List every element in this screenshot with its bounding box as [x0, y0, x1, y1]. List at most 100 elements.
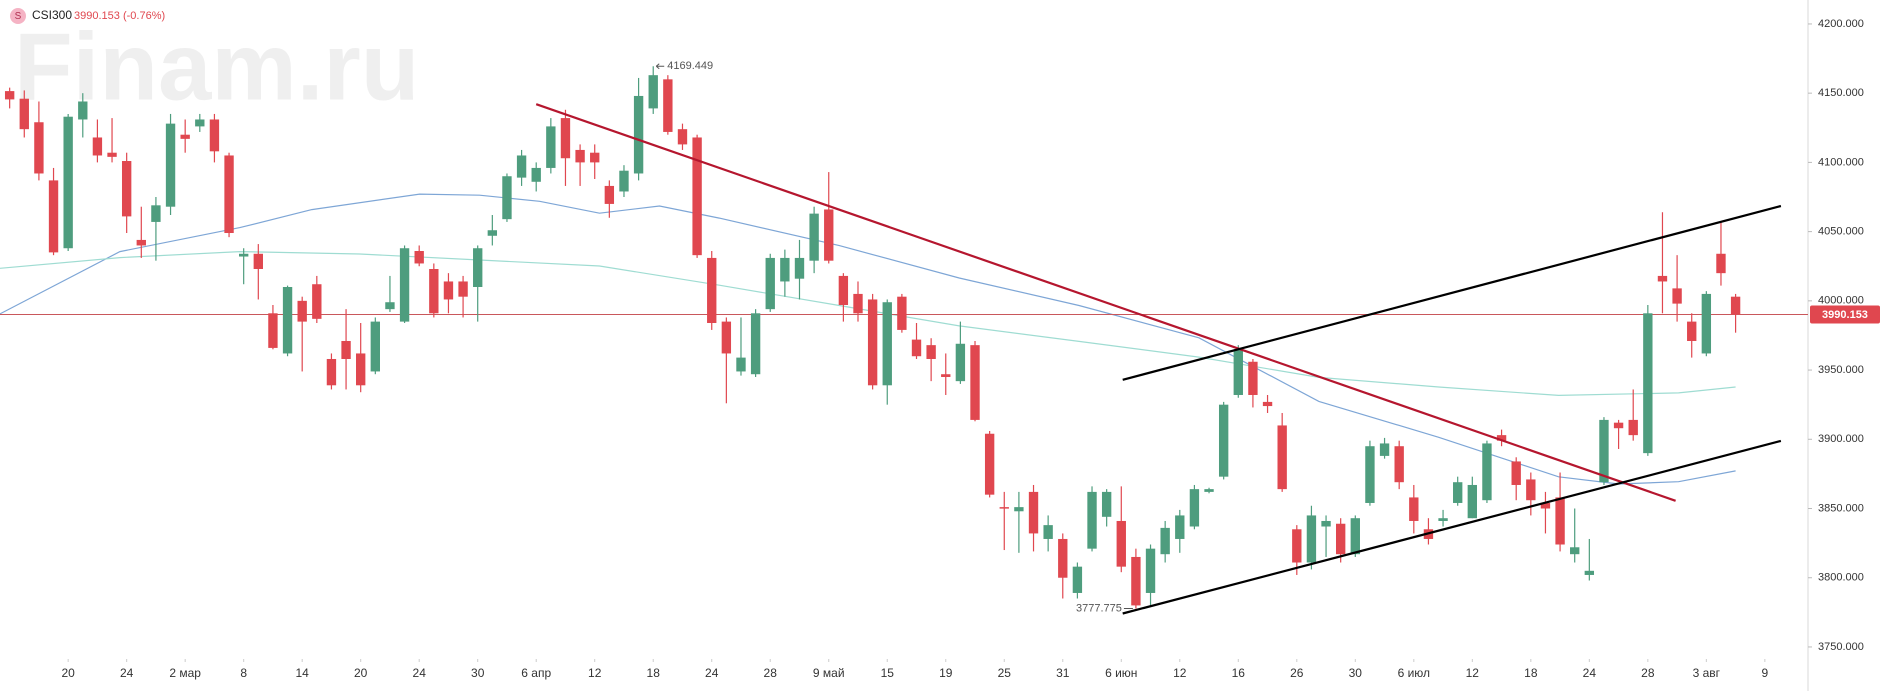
- moving-average: [0, 250, 1736, 397]
- price-box: [1810, 305, 1880, 324]
- candle-body: [794, 257, 805, 279]
- candle-body: [867, 299, 878, 386]
- candle-body: [1262, 401, 1273, 407]
- candle-body: [1628, 419, 1638, 436]
- trend-line: [1122, 204, 1782, 381]
- candle-body: [121, 161, 132, 217]
- candle-body: [1657, 275, 1668, 282]
- ticker-badge: [10, 8, 26, 24]
- candle-body: [707, 257, 717, 323]
- candle-body: [1292, 529, 1302, 563]
- candle-body: [984, 433, 995, 495]
- candle-body: [487, 230, 498, 236]
- candle-body: [180, 134, 190, 139]
- candle-body: [92, 137, 103, 156]
- x-tick-label: 15: [881, 666, 895, 680]
- x-tick-label: 26: [1290, 666, 1304, 680]
- candle-body: [1409, 497, 1419, 521]
- candle-body: [750, 313, 761, 375]
- candle-body: [312, 284, 322, 319]
- candle-body: [824, 209, 834, 261]
- candle-body: [1555, 497, 1565, 545]
- x-tick-label: 24: [413, 666, 427, 680]
- candle-body: [1496, 435, 1507, 441]
- candle-body: [1467, 484, 1477, 519]
- candle-body: [1701, 293, 1712, 354]
- candle-body: [560, 118, 571, 159]
- candle-body: [1101, 491, 1112, 517]
- candle-body: [151, 205, 161, 222]
- candle-body: [516, 155, 527, 178]
- candle-body: [253, 253, 263, 269]
- candle-body: [1687, 321, 1697, 341]
- candle-body: [4, 91, 15, 100]
- y-tick-label: 4100.000: [1818, 156, 1864, 168]
- x-tick-label: 6 июн: [1105, 666, 1137, 680]
- candle-body: [1365, 446, 1375, 503]
- candle-body: [502, 176, 512, 220]
- candle-body: [531, 167, 541, 182]
- candle-body: [473, 248, 483, 287]
- candle-body: [765, 257, 775, 310]
- candle-body: [1248, 361, 1258, 395]
- candle-body: [897, 296, 907, 330]
- candle-body: [1087, 491, 1097, 549]
- candle-body: [399, 248, 410, 322]
- candle-body: [297, 300, 307, 322]
- candle-body: [970, 345, 980, 420]
- low-annotation: 3777.775: [1076, 602, 1122, 614]
- high-arrow: [655, 63, 665, 70]
- trend-line: [1122, 439, 1782, 615]
- candle-body: [1613, 422, 1624, 429]
- candle-body: [1145, 548, 1156, 593]
- candle-body: [853, 293, 863, 314]
- y-tick-label: 3850.000: [1818, 502, 1864, 514]
- candle-body: [633, 95, 644, 174]
- candle-body: [1438, 518, 1448, 521]
- candle-body: [238, 253, 249, 257]
- candle-body: [1116, 520, 1126, 567]
- x-tick-label: 3 авг: [1693, 666, 1721, 680]
- x-tick-label: 20: [61, 666, 75, 680]
- candle-body: [165, 123, 176, 207]
- candle-body: [1584, 570, 1595, 575]
- x-tick-label: 24: [705, 666, 719, 680]
- candle-body: [926, 345, 936, 359]
- x-tick-label: 18: [647, 666, 661, 680]
- x-tick-label: 31: [1056, 666, 1070, 680]
- candle-body: [19, 98, 29, 130]
- candle-body: [809, 213, 819, 261]
- last-price: 3990.153: [74, 10, 120, 22]
- candle-body: [546, 126, 556, 168]
- candle-body: [1643, 313, 1653, 454]
- candle-body: [78, 101, 88, 120]
- candle-body: [1218, 404, 1229, 477]
- x-tick-label: 28: [764, 666, 778, 680]
- y-tick-label: 3750.000: [1818, 641, 1864, 653]
- candle-body: [209, 119, 220, 152]
- candle-body: [195, 119, 205, 127]
- candle-body: [619, 170, 629, 192]
- candle-body: [414, 251, 424, 264]
- candle-body: [1058, 538, 1068, 578]
- y-tick-label: 3800.000: [1818, 572, 1864, 584]
- candle-body: [1379, 443, 1390, 456]
- price-box-label: 3990.153: [1822, 309, 1868, 321]
- candle-body: [780, 257, 790, 282]
- x-tick-label: 18: [1524, 666, 1538, 680]
- candle-body: [48, 180, 59, 253]
- high-annotation: 4169.449: [667, 60, 713, 72]
- candle-body: [1189, 489, 1200, 527]
- candle-body: [1540, 502, 1551, 509]
- candle-body: [1482, 443, 1492, 501]
- candle-body: [282, 286, 293, 354]
- candle-body: [341, 340, 351, 359]
- y-tick-label: 3950.000: [1818, 364, 1864, 376]
- x-tick-label: 12: [1173, 666, 1187, 680]
- candle-body: [1175, 515, 1185, 539]
- candle-body: [1335, 523, 1346, 555]
- x-tick-label: 28: [1641, 666, 1655, 680]
- candle-body: [1350, 518, 1360, 555]
- candle-body: [604, 185, 615, 204]
